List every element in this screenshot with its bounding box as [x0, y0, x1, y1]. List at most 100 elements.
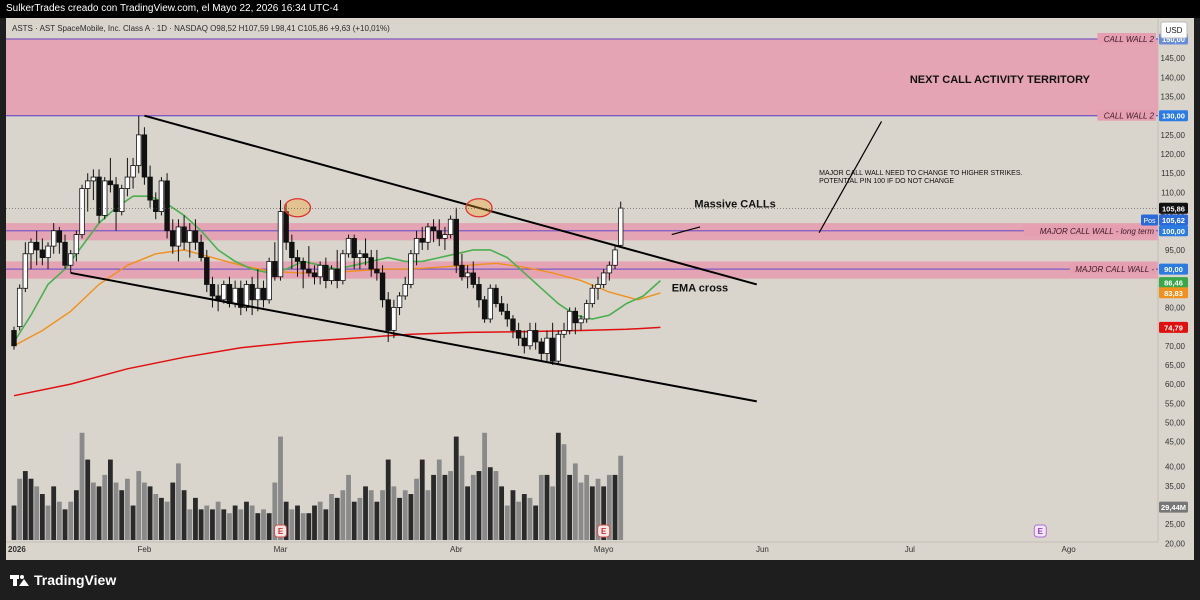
candle: [192, 219, 199, 250]
candle: [459, 253, 465, 281]
volume-bar: [215, 501, 221, 540]
volume-bar: [113, 482, 119, 540]
candle-body: [50, 230, 57, 247]
price-tag-4[interactable]: 100,00: [1159, 225, 1188, 237]
volume-bar: [181, 490, 187, 540]
price-chart[interactable]: CALL WALL 2 CALL WALL 2 MAJOR CALL WALL - …: [0, 0, 1200, 560]
volume-bar: [102, 474, 108, 540]
trendline-1[interactable]: [70, 271, 757, 403]
volume-bar: [90, 482, 96, 540]
volume-bar: [329, 494, 334, 540]
candle-body: [85, 180, 91, 189]
x-tick-label: 2026: [8, 545, 26, 554]
price-tag-7[interactable]: 83,83: [1159, 287, 1188, 299]
volume-bar: [425, 490, 431, 540]
candle: [272, 242, 278, 281]
annotation-2: POTENTIAL PIN 100 IF DO NOT CHANGE: [819, 178, 954, 185]
candle: [453, 207, 459, 273]
candle: [396, 292, 403, 316]
candle: [147, 165, 153, 208]
level-label-1: CALL WALL 2: [1104, 112, 1155, 121]
candle: [90, 169, 97, 201]
candle: [595, 276, 601, 300]
candle-body: [413, 238, 420, 255]
price-tag-1[interactable]: 130,00: [1159, 110, 1188, 122]
trendline-2[interactable]: [671, 226, 701, 236]
earnings-marker-0[interactable]: E: [273, 524, 287, 538]
candle-body: [561, 330, 567, 335]
y-tick-label: 80,00: [1165, 303, 1186, 312]
candle-body: [572, 310, 579, 324]
candle: [130, 157, 136, 189]
candle: [141, 127, 148, 185]
candle-body: [249, 284, 255, 301]
volume-tick-label: 25,00: [1165, 520, 1186, 529]
candle-body: [578, 318, 584, 324]
candle-body: [226, 284, 233, 305]
earnings-label: E: [601, 527, 607, 536]
candle-body: [493, 287, 499, 305]
candle: [340, 249, 346, 285]
tradingview-logo[interactable]: TradingView: [10, 572, 116, 588]
candle-body: [595, 284, 601, 289]
candle: [136, 115, 142, 174]
call-zone-2: [6, 261, 1158, 279]
candle-body: [402, 284, 408, 297]
price-tag-9[interactable]: 29,44M: [1159, 501, 1188, 513]
candle-body: [425, 226, 431, 243]
tradingview-wordmark: TradingView: [34, 572, 117, 588]
price-tag-bg: [1159, 110, 1188, 122]
candle: [464, 265, 471, 289]
currency-label: USD: [1166, 26, 1183, 35]
candle-body: [351, 238, 357, 258]
earnings-marker-1[interactable]: E: [597, 524, 611, 538]
volume-bar: [22, 471, 28, 540]
volume-bar: [249, 505, 255, 540]
candle-body: [600, 272, 607, 285]
volume-bar: [334, 497, 340, 540]
highlight-ellipse-1[interactable]: [465, 198, 493, 218]
candle: [306, 246, 312, 277]
volume-bar: [261, 509, 266, 540]
price-tag-2[interactable]: 105,86: [1159, 202, 1188, 214]
candle-body: [107, 180, 114, 186]
volume-bar: [119, 490, 125, 540]
volume-bar: [164, 501, 170, 540]
volume-bar: [397, 497, 402, 540]
candle-body: [470, 272, 476, 285]
volume-bar: [612, 474, 618, 540]
earnings-marker-2[interactable]: E: [1033, 524, 1047, 538]
highlight-ellipse-0[interactable]: [283, 198, 312, 218]
price-tag-5[interactable]: 90,00: [1159, 263, 1188, 275]
price-tag-3[interactable]: 105,62 Pos: [1141, 214, 1188, 226]
candle-body: [192, 230, 199, 243]
y-tick-label: 135,00: [1161, 93, 1186, 102]
volume-bar: [504, 505, 510, 540]
candle-body: [198, 241, 204, 258]
trendline-0[interactable]: [144, 114, 758, 286]
price-tag-8[interactable]: 74,79: [1159, 321, 1188, 333]
volume-bar: [601, 486, 607, 540]
currency-button[interactable]: USD: [1160, 21, 1188, 39]
candle-body: [357, 253, 363, 258]
trendline-3[interactable]: [818, 121, 883, 233]
candle: [476, 276, 482, 308]
volume-bar: [176, 463, 181, 540]
footer: TradingView: [0, 560, 1200, 600]
price-tag-text: 83,83: [1164, 289, 1183, 298]
candle-body: [606, 264, 613, 274]
candle-body: [549, 337, 556, 362]
volume-bar: [62, 509, 68, 540]
candle-body: [175, 226, 182, 247]
volume-bar: [278, 436, 283, 540]
volume-bar: [17, 478, 23, 540]
price-tag-text: 74,79: [1164, 323, 1183, 332]
candle: [119, 184, 125, 216]
price-tag-text: 150,00: [1162, 35, 1185, 44]
candle-body: [379, 272, 386, 301]
candle-body: [294, 257, 301, 262]
candle-body: [96, 176, 102, 216]
price-tag-bg: [1159, 202, 1188, 214]
candle-body: [243, 284, 250, 308]
price-tag-6[interactable]: 86,46: [1159, 277, 1188, 289]
